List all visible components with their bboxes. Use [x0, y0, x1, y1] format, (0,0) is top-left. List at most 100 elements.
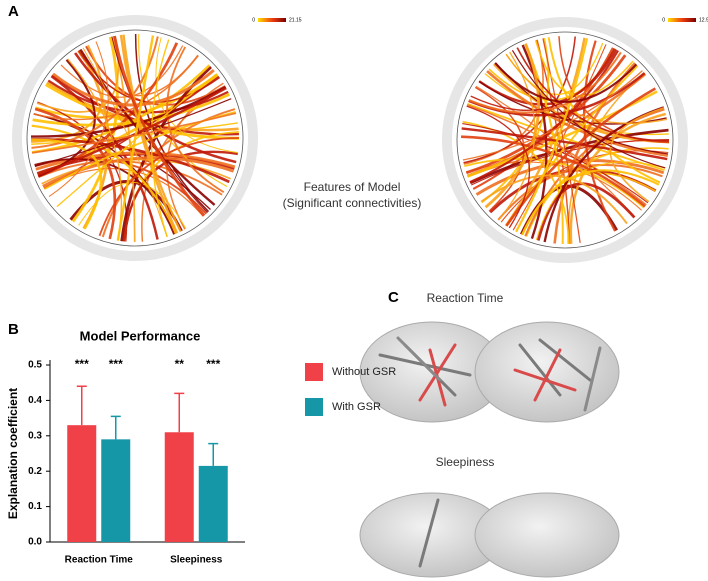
- connection: [505, 37, 586, 227]
- panel-label: B: [8, 321, 19, 338]
- bar: [101, 439, 131, 542]
- panel-a: 0 21.15 0 12.93 Features of Model (Significan…: [12, 15, 708, 263]
- connection: [34, 107, 117, 240]
- connection: [515, 38, 589, 233]
- connection: [82, 47, 168, 238]
- connection: [553, 62, 636, 244]
- connection: [486, 70, 669, 158]
- connection: [494, 62, 638, 103]
- connection: [74, 52, 237, 164]
- connection: [521, 169, 660, 236]
- edge: [418, 498, 440, 568]
- connection: [71, 36, 119, 223]
- x-tick-label: Reaction Time: [65, 555, 134, 566]
- caption: (Significant connectivities): [283, 196, 422, 210]
- colorbar-max: 21.15: [289, 17, 302, 23]
- colorbar-min: 0: [252, 17, 255, 23]
- connection: [119, 34, 179, 234]
- connection: [461, 127, 668, 161]
- connection: [462, 70, 643, 161]
- connection: [521, 44, 548, 239]
- colorbar: [258, 18, 286, 22]
- bar: [67, 425, 97, 542]
- error-bar: [174, 392, 185, 433]
- connection: [33, 55, 199, 121]
- significance: ***: [206, 357, 220, 371]
- edge: [583, 346, 602, 412]
- connection: [464, 157, 645, 209]
- connection: [524, 108, 665, 237]
- connection: [475, 85, 636, 218]
- connection: [30, 138, 103, 230]
- connection: [511, 49, 666, 169]
- y-tick-label: 0.1: [28, 501, 42, 512]
- legend-label: With GSR: [332, 401, 381, 413]
- edge: [538, 338, 592, 382]
- connection: [468, 51, 622, 114]
- legend-label: Without GSR: [332, 366, 396, 378]
- connection: [122, 34, 182, 232]
- connection: [113, 35, 206, 217]
- connection: [542, 38, 581, 243]
- caption: Features of Model: [304, 180, 401, 194]
- outer-ring: [12, 15, 258, 261]
- y-tick-label: 0.3: [28, 430, 42, 441]
- brain: [474, 321, 620, 423]
- outer-ring: [442, 17, 688, 263]
- colorbar-max: 12.93: [699, 17, 708, 23]
- connection: [469, 128, 669, 185]
- edge: [518, 343, 562, 397]
- legend-swatch: [305, 363, 323, 381]
- y-axis-label: Explanation coefficient: [6, 388, 20, 519]
- y-tick-label: 0.0: [28, 537, 42, 548]
- brain-title: Sleepiness: [436, 455, 495, 469]
- brain-edges: [378, 336, 602, 568]
- connection: [466, 105, 531, 229]
- x-tick-label: Sleepiness: [170, 555, 223, 566]
- error-bar: [110, 415, 121, 440]
- panel-b: Model Performance Explanation coefficient…: [6, 328, 396, 565]
- connection: [498, 51, 536, 221]
- panel-c: Reaction Time Sleepiness: [359, 291, 620, 578]
- inner-ring: [26, 29, 244, 247]
- connection: [461, 135, 646, 208]
- panel-label: A: [8, 3, 19, 20]
- y-tick-label: 0.5: [28, 360, 42, 371]
- connection: [31, 112, 237, 154]
- connection: [536, 182, 636, 241]
- connection: [463, 39, 544, 165]
- connection: [116, 35, 155, 241]
- y-tick-label: 0.4: [28, 395, 42, 406]
- colorbar: [668, 18, 696, 22]
- connection: [48, 41, 109, 197]
- colorbar-min: 0: [662, 17, 665, 23]
- connection: [467, 90, 658, 178]
- chart-title: Model Performance: [80, 328, 201, 343]
- inner-ring: [456, 31, 674, 249]
- legend-swatch: [305, 398, 323, 416]
- significance: ***: [109, 357, 123, 371]
- connection: [462, 122, 649, 204]
- connection: [166, 82, 224, 230]
- y-tick-label: 0.2: [28, 466, 42, 477]
- connection: [42, 156, 235, 188]
- connection: [480, 174, 628, 225]
- panel-label: C: [388, 289, 399, 306]
- connection: [38, 160, 223, 196]
- significance: ***: [75, 357, 89, 371]
- connection: [134, 33, 210, 213]
- edge: [418, 343, 457, 402]
- error-bar: [76, 385, 87, 426]
- connection: [122, 150, 238, 242]
- brain-title: Reaction Time: [427, 291, 504, 305]
- connection: [469, 50, 620, 184]
- brain: [474, 492, 620, 578]
- connection: [497, 164, 663, 221]
- connection: [470, 48, 615, 111]
- connection: [609, 107, 665, 203]
- connection: [138, 34, 228, 187]
- significance: **: [175, 357, 185, 371]
- connection: [37, 86, 227, 177]
- connection: [569, 112, 666, 244]
